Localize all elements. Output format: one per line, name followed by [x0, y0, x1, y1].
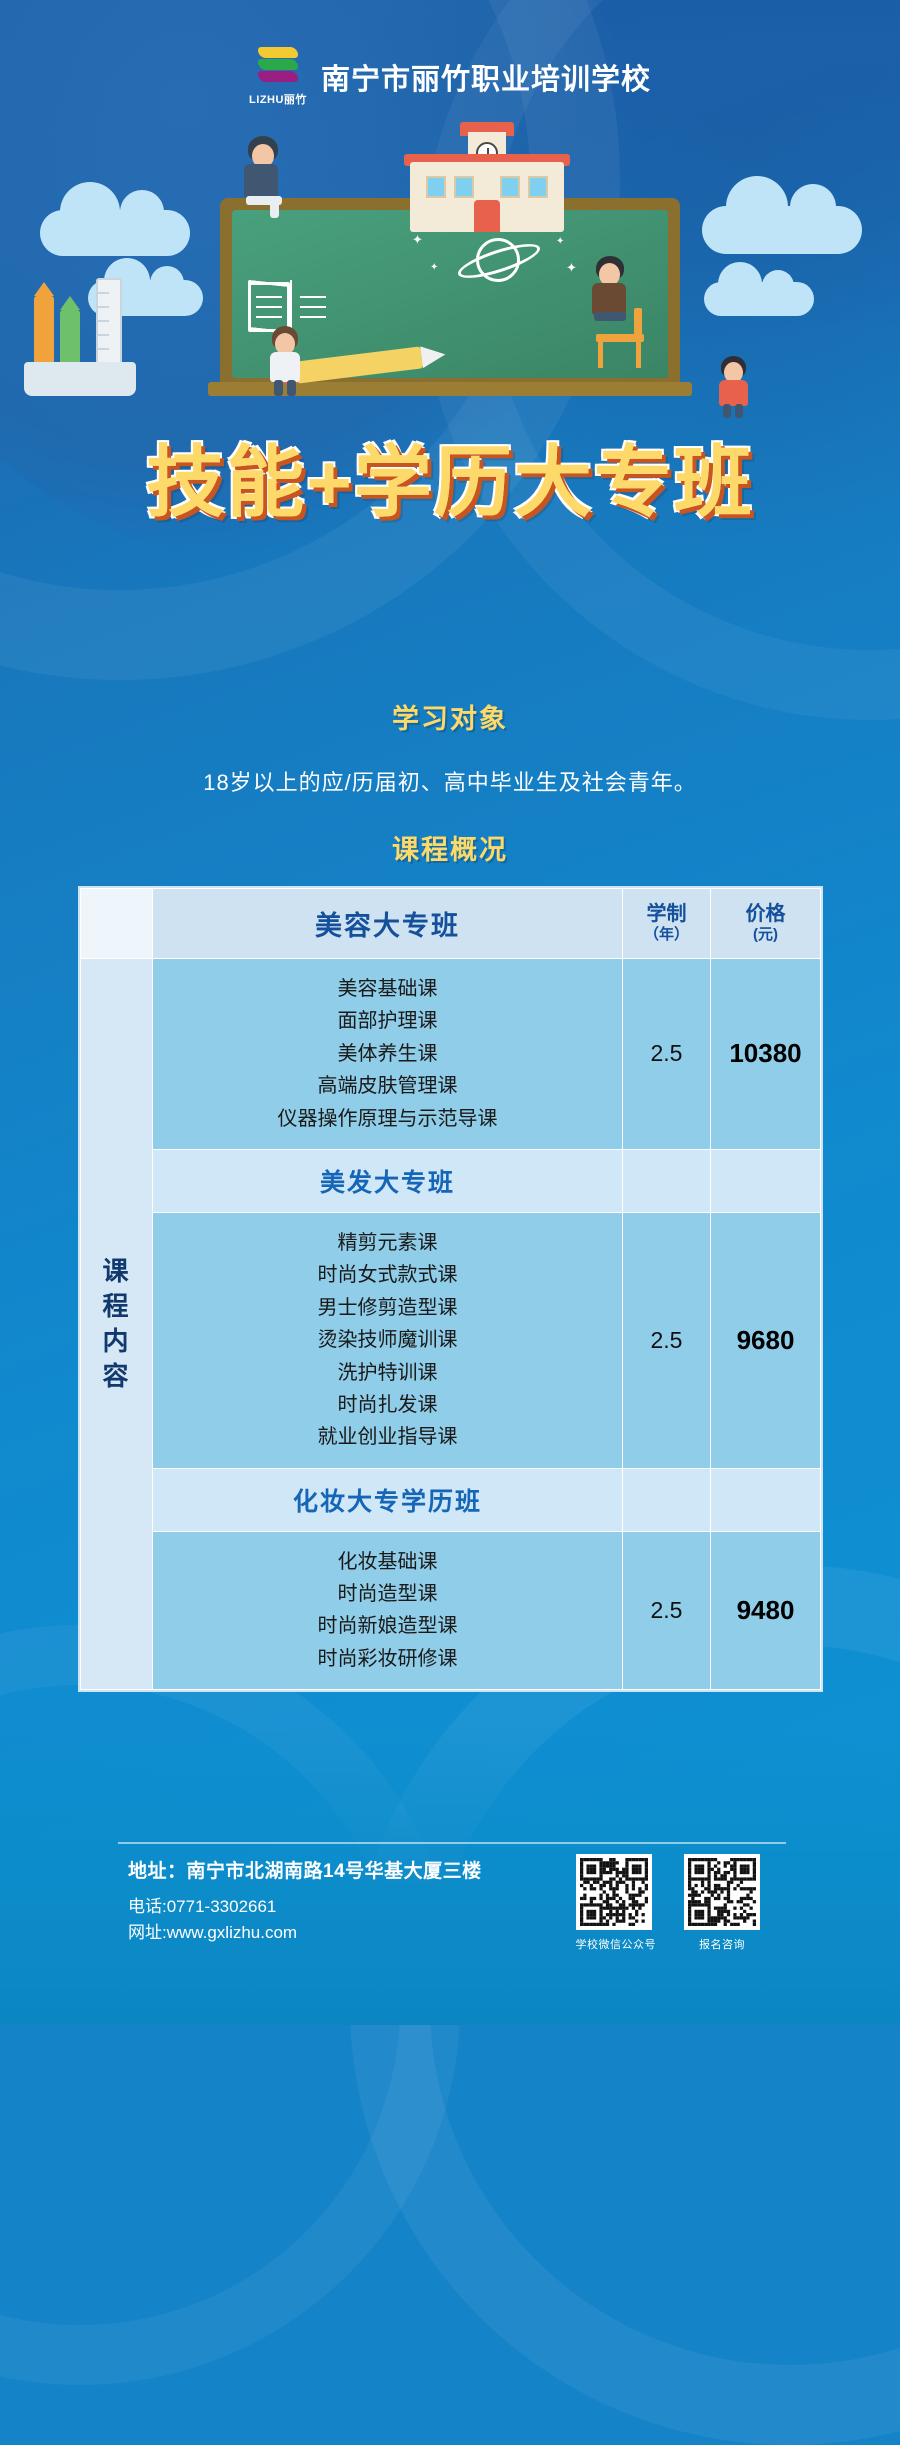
contact-info: 地址：南宁市北湖南路14号华基大厦三楼 电话:0771-3302661 网址:w… — [128, 1856, 482, 1947]
course-item: 时尚扎发课 — [337, 1393, 438, 1416]
open-book-icon — [248, 279, 334, 335]
course-item: 美体养生课 — [337, 1042, 438, 1065]
table-vertical-label: 课程内容 — [80, 957, 153, 1691]
table-subheader-program: 美发大专班 — [152, 1148, 623, 1213]
contact-address: 地址：南宁市北湖南路14号华基大厦三楼 — [128, 1861, 482, 1882]
table-cell-price: 9480 — [710, 1530, 821, 1691]
hero-illustration: ✦ ✦ ✦ ✦ — [0, 110, 900, 418]
student-figure — [712, 356, 756, 418]
blackboard-ledge — [208, 382, 692, 396]
course-item: 烫染技师魔训课 — [317, 1329, 458, 1352]
school-logo: LIZHU丽竹 — [249, 46, 307, 107]
qr-code-caption: 报名咨询 — [699, 1939, 745, 1951]
contact-website[interactable]: 网址:www.gxlizhu.com — [128, 1923, 298, 1943]
table-cell-price: 10380 — [710, 958, 821, 1150]
sparkle-icon: ✦ — [430, 262, 439, 273]
qr-code-image[interactable] — [575, 1854, 652, 1930]
logo-stripes-icon — [256, 46, 300, 90]
student-figure — [262, 326, 308, 396]
cloud-icon — [702, 176, 862, 254]
section-title-overview: 课程概况 — [392, 835, 508, 865]
pen-holder-icon — [24, 362, 136, 396]
table-row: 化妆大专学历班 — [81, 1467, 821, 1532]
school-name: 南宁市丽竹职业培训学校 — [320, 63, 651, 96]
course-table-element: 美容大专班 学制 （年） 价格 (元) 课程内容美容基础课 面部护理课 美体养生课 高端皮肤管理… — [80, 888, 821, 1691]
course-item: 时尚新娘造型课 — [317, 1615, 458, 1638]
table-header-year: 学制 （年） — [622, 888, 711, 959]
contact-phone: 电话:0771-3302661 — [128, 1897, 277, 1916]
table-cell-price — [710, 1148, 821, 1213]
table-header-program: 美容大专班 — [152, 888, 623, 959]
section-title-target: 学习对象 — [392, 704, 508, 734]
footer-divider — [118, 1842, 786, 1844]
course-item: 时尚造型课 — [337, 1583, 438, 1606]
target-description: 18岁以上的应/历届初、高中毕业生及社会青年。 — [203, 770, 697, 795]
table-cell-year: 2.5 — [622, 1211, 711, 1469]
main-title: 技能+学历大专班 — [146, 438, 754, 526]
planet-icon — [476, 238, 520, 282]
sparkle-icon: ✦ — [566, 260, 577, 275]
logo-wordmark: LIZHU丽竹 — [249, 94, 307, 106]
qr-code-image[interactable] — [684, 1854, 760, 1930]
qr-code-block[interactable]: 报名咨询 — [684, 1854, 760, 1952]
table-row: 化妆基础课 时尚造型课 时尚新娘造型课 时尚彩妆研修课 2.5 9480 — [81, 1530, 821, 1691]
course-item: 时尚彩妆研修课 — [317, 1647, 458, 1670]
table-cell-year: 2.5 — [622, 958, 711, 1150]
table-cell-price — [710, 1467, 821, 1532]
table-cell-price: 9680 — [710, 1211, 821, 1469]
course-item: 精剪元素课 — [337, 1231, 438, 1254]
table-cell-courses: 精剪元素课时尚女式款式课 男士修剪造型课 烫染技师魔训课 洗护特训课时尚扎发课就业创业… — [152, 1211, 623, 1469]
table-header-blank — [80, 888, 153, 959]
course-item: 时尚女式款式课 — [317, 1264, 458, 1287]
table-row: 精剪元素课时尚女式款式课 男士修剪造型课 烫染技师魔训课 洗护特训课时尚扎发课就业创业… — [81, 1211, 821, 1469]
qr-code-block[interactable]: 学校微信公众号 — [575, 1854, 657, 1952]
course-item: 仪器操作原理与示范导课 — [277, 1107, 498, 1130]
qr-code-caption: 学校微信公众号 — [575, 1939, 656, 1951]
student-figure — [236, 136, 292, 218]
table-cell-courses: 美容基础课面部护理课美体养生课高端皮肤管理课仪器操作原理与示范导课 — [152, 958, 623, 1150]
cloud-icon — [40, 182, 190, 256]
table-header-price: 价格 (元) — [710, 888, 821, 959]
course-item: 高端皮肤管理课 — [317, 1075, 458, 1098]
cloud-icon — [704, 262, 814, 316]
poster-footer: 地址：南宁市北湖南路14号华基大厦三楼 电话:0771-3302661 网址:w… — [0, 1820, 900, 2025]
course-table: 美容大专班 学制 （年） 价格 (元) 课程内容美容基础课 面部护理课 美体养生课 高端皮肤管理… — [78, 886, 823, 1693]
table-row: 美发大专班 — [81, 1148, 821, 1213]
poster-header: LIZHU丽竹 南宁市丽竹职业培训学校 — [0, 46, 900, 107]
table-subheader-program: 化妆大专学历班 — [152, 1467, 623, 1532]
table-row: 课程内容美容基础课 面部护理课 美体养生课 高端皮肤管理课 仪器操作原理与示范导课 2.5… — [80, 957, 821, 1691]
school-building-icon — [404, 122, 570, 232]
table-cell-year: 2.5 — [622, 1530, 711, 1691]
sparkle-icon: ✦ — [556, 236, 565, 247]
table-cell-courses: 化妆基础课时尚造型课时尚新娘造型课 时尚彩妆研修课 — [152, 1530, 623, 1691]
sparkle-icon: ✦ — [412, 232, 423, 247]
course-item: 美容基础课 — [337, 978, 438, 1000]
qr-code-group: 学校微信公众号 报名咨询 — [575, 1854, 760, 1952]
course-item: 洗护特训课 — [337, 1361, 438, 1384]
course-item: 男士修剪造型课 — [317, 1296, 458, 1319]
course-item: 面部护理课 — [337, 1010, 438, 1033]
course-item: 就业创业指导课 — [317, 1426, 458, 1449]
table-header-row: 美容大专班 学制 （年） 价格 (元) — [80, 888, 821, 959]
table-cell-year — [622, 1467, 711, 1532]
table-cell-year — [622, 1148, 711, 1213]
chair-icon — [596, 308, 644, 368]
student-figure — [584, 256, 636, 336]
course-item: 化妆基础课 — [337, 1550, 438, 1573]
